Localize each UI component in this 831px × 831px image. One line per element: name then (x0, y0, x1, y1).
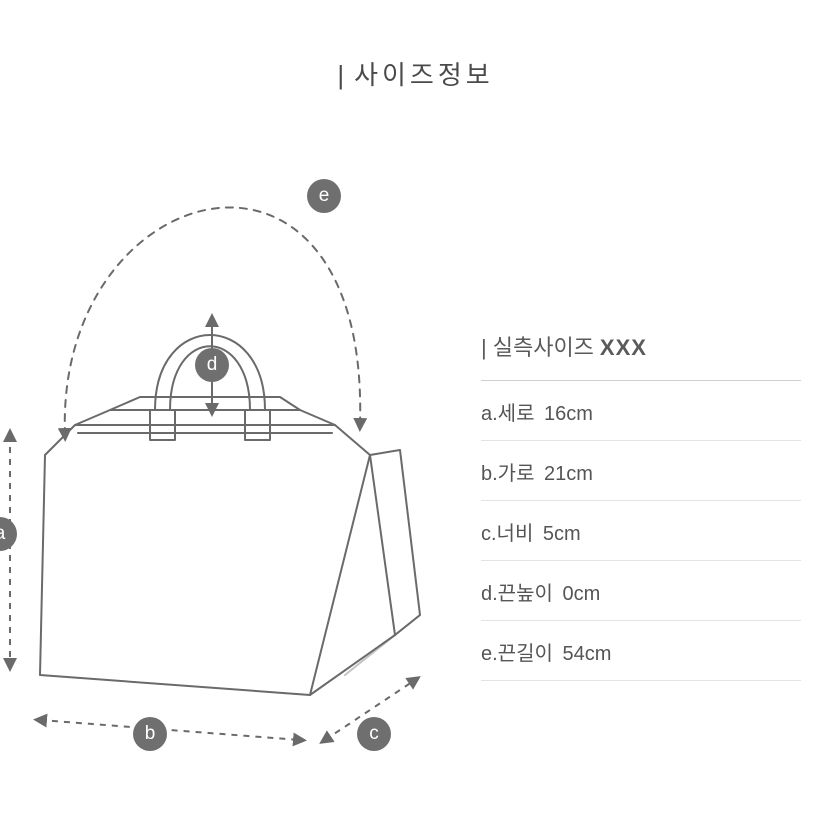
measurement-row: a.세로 16cm (481, 381, 801, 441)
measurement-row: e.끈길이 54cm (481, 621, 801, 681)
size-info-page: | 사이즈정보 (0, 0, 831, 831)
info-head-code: XXX (600, 335, 647, 360)
measurement-row: b.가로 21cm (481, 441, 801, 501)
dimension-badge-d: d (195, 348, 229, 382)
measure-value: 54cm (562, 643, 611, 665)
dimension-badge-e: e (307, 179, 341, 213)
measure-key: b.가로 (481, 463, 534, 485)
measure-key: a.세로 (481, 403, 534, 425)
measure-key: e.끈길이 (481, 643, 553, 665)
measurement-head: |실측사이즈XXX (481, 330, 801, 381)
measure-value: 0cm (562, 583, 600, 605)
title-bar: | (337, 60, 344, 91)
page-title: | 사이즈정보 (0, 55, 831, 92)
measure-value: 16cm (544, 403, 593, 425)
measure-key: d.끈높이 (481, 583, 553, 605)
info-head-label: 실측사이즈 (493, 335, 594, 360)
title-text: 사이즈정보 (354, 60, 494, 90)
measure-value: 5cm (543, 523, 581, 545)
dimension-badge-c: c (357, 717, 391, 751)
bag-diagram: a b c d e (0, 135, 460, 775)
measurement-table: |실측사이즈XXX a.세로 16cm b.가로 21cm c.너비 5cm d… (481, 330, 801, 681)
measure-key: c.너비 (481, 523, 533, 545)
measurement-row: d.끈높이 0cm (481, 561, 801, 621)
dimension-badge-b: b (133, 717, 167, 751)
measure-value: 21cm (544, 463, 593, 485)
info-head-bar: | (481, 335, 487, 360)
measurement-row: c.너비 5cm (481, 501, 801, 561)
bag-svg (0, 135, 460, 795)
